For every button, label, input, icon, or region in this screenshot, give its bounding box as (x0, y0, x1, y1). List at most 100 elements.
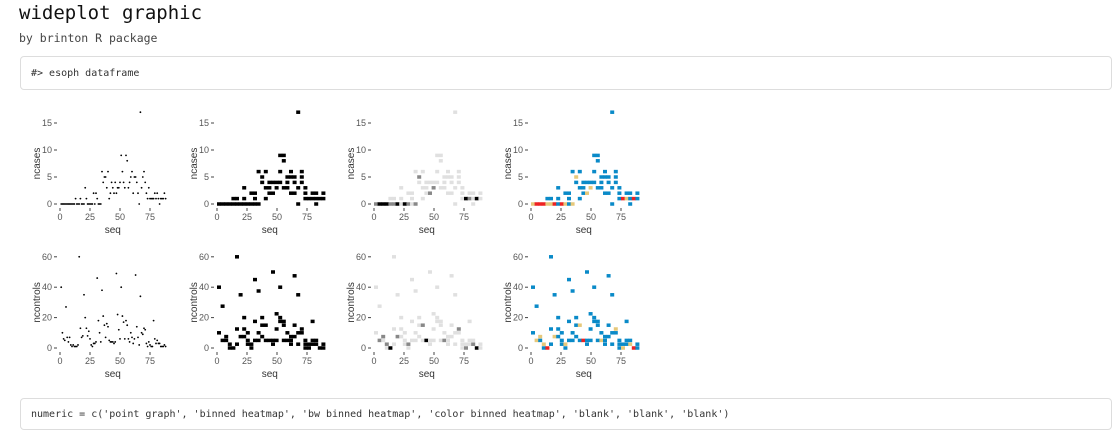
heatmap-bin (567, 191, 571, 195)
heatmap-bin (581, 186, 586, 190)
heatmap-bin (581, 180, 586, 185)
heatmap-bin (285, 331, 290, 335)
heatmap-bin (449, 323, 454, 327)
heatmap-bin (428, 270, 432, 274)
heatmap-bin (541, 342, 546, 346)
heatmap-bin (242, 334, 247, 339)
heatmap-bin (628, 196, 633, 201)
x-tick-label: 50 (115, 212, 125, 222)
data-point (145, 342, 148, 345)
heatmap-bin (224, 202, 229, 206)
heatmap-bin (603, 175, 607, 179)
heatmap-bin (424, 186, 429, 190)
heatmap-bin (570, 331, 575, 335)
heatmap-bin (253, 191, 257, 195)
y-tick-label: 5 (518, 172, 523, 182)
heatmap-bin (242, 186, 247, 190)
heatmap-bin (314, 202, 319, 206)
heatmap-bin (556, 202, 561, 206)
y-tick-label: 40 (356, 282, 366, 292)
data-point (147, 341, 150, 343)
heatmap-bin (577, 338, 582, 343)
heatmap-bin (603, 169, 607, 174)
heatmap-bin (321, 346, 326, 350)
heatmap-bin (384, 202, 389, 206)
heatmap-bin (413, 289, 418, 293)
heatmap-bin (260, 323, 265, 327)
y-tick-label: 60 (42, 252, 52, 262)
data-point (105, 186, 108, 189)
heatmap-bin (613, 331, 618, 335)
data-point (163, 192, 166, 195)
heatmap-bin (541, 346, 546, 350)
heatmap-bin (260, 334, 265, 339)
heatmap-bin (467, 342, 472, 346)
heatmap-bin (392, 255, 396, 259)
heatmap-bin (585, 191, 589, 195)
heatmap-bin (245, 338, 250, 343)
data-point (147, 186, 150, 189)
code-block: numeric = c('point graph', 'binned heatm… (20, 398, 1112, 430)
heatmap-bin (592, 319, 597, 324)
heatmap-bin (588, 180, 593, 185)
heatmap-bin (438, 153, 443, 158)
panel-ncases-bw-binned-heatmap: ncases 0 5 10 15 0 25 50 75 seq (346, 110, 483, 236)
x-tick-label: 75 (616, 212, 626, 222)
data-point (85, 327, 88, 330)
heatmap-bin (381, 338, 386, 343)
heatmap-bin (442, 180, 447, 185)
heatmap-bin (613, 175, 618, 179)
data-point (102, 315, 105, 317)
data-point (101, 170, 103, 173)
heatmap-bin (289, 334, 293, 339)
heatmap-bin (321, 196, 326, 201)
data-point (63, 339, 66, 342)
heatmap-bin (446, 342, 450, 346)
heatmap-bin (428, 342, 432, 346)
data-point (117, 186, 120, 189)
heatmap-bin (438, 159, 443, 163)
heatmap-bin (635, 342, 640, 346)
x-tick-label: 25 (556, 212, 566, 222)
heatmap-bin (467, 196, 472, 201)
heatmap-bin (289, 175, 293, 179)
heatmap-bin (531, 331, 535, 335)
data-point (119, 181, 121, 184)
heatmap-bin (296, 293, 301, 297)
heatmap-bin (220, 202, 225, 206)
heatmap-bin (617, 346, 622, 350)
heatmap-bin (227, 202, 232, 206)
data-point (81, 334, 84, 337)
heatmap-bin (224, 338, 229, 343)
data-point (93, 342, 96, 345)
data-point (128, 341, 131, 343)
data-point (87, 330, 90, 333)
heatmap-bin (281, 319, 286, 324)
x-tick-label: 75 (302, 212, 312, 222)
y-axis-label: ncontrols (189, 282, 200, 323)
heatmap-bin (617, 338, 622, 343)
data-point (71, 345, 73, 348)
heatmap-bin (388, 196, 393, 201)
heatmap-bin (563, 342, 568, 346)
heatmap-bin (413, 202, 418, 206)
data-point (125, 319, 127, 322)
heatmap-bin (556, 327, 561, 331)
heatmap-bin (303, 342, 308, 346)
heatmap-bin (384, 342, 389, 346)
heatmap-bin (559, 338, 564, 343)
heatmap-bin (595, 159, 600, 163)
heatmap-bin (296, 331, 301, 335)
heatmap-bin (460, 342, 465, 346)
data-point (114, 181, 117, 184)
heatmap-bin (278, 169, 283, 174)
x-tick-label: 25 (242, 212, 252, 222)
y-axis-label: ncontrols (32, 282, 43, 323)
data-point (132, 192, 135, 195)
data-point (153, 337, 156, 340)
heatmap-bin (377, 202, 382, 206)
heatmap-bin (321, 342, 326, 346)
heatmap-bin (413, 169, 418, 174)
heatmap-bin (402, 342, 407, 346)
heatmap-bin (235, 327, 239, 331)
